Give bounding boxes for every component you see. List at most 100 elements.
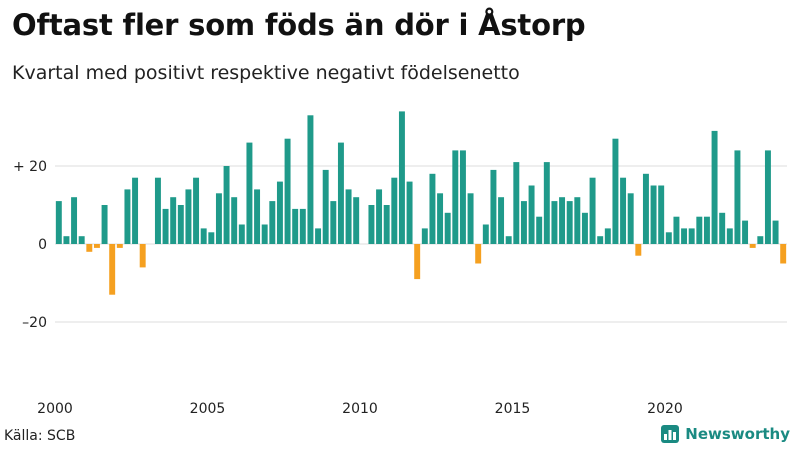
x-tick-label: 2015 bbox=[495, 401, 531, 417]
bar bbox=[170, 197, 177, 244]
x-axis-ticks: 2000 2005 2010 2015 2020 bbox=[37, 401, 683, 417]
bar bbox=[376, 189, 383, 244]
bar bbox=[307, 115, 314, 244]
bar bbox=[734, 150, 741, 244]
bar bbox=[520, 201, 527, 244]
bar bbox=[238, 224, 245, 244]
bar bbox=[185, 189, 192, 244]
bar bbox=[429, 173, 436, 244]
chart-title: Oftast fler som föds än dör i Åstorp bbox=[12, 8, 586, 42]
bar bbox=[597, 236, 604, 244]
bar bbox=[581, 212, 588, 244]
gridlines bbox=[55, 165, 787, 323]
bar bbox=[193, 177, 200, 244]
bar bbox=[475, 244, 482, 264]
bar bbox=[642, 173, 649, 244]
bar bbox=[543, 162, 550, 244]
bar bbox=[345, 189, 352, 244]
bar bbox=[261, 224, 268, 244]
bar bbox=[505, 236, 512, 244]
y-tick-label: + 20 bbox=[13, 159, 47, 175]
bar bbox=[276, 181, 283, 244]
bar bbox=[315, 228, 322, 244]
bar bbox=[200, 228, 207, 244]
bar bbox=[162, 208, 169, 244]
bar bbox=[757, 236, 764, 244]
bar bbox=[208, 232, 215, 244]
bar bbox=[398, 111, 405, 245]
bar bbox=[231, 197, 238, 244]
bar-chart-icon bbox=[661, 425, 680, 443]
bar bbox=[559, 197, 566, 244]
bar bbox=[650, 185, 657, 244]
bar bbox=[452, 150, 459, 244]
bar bbox=[574, 197, 581, 244]
bar bbox=[681, 228, 688, 244]
y-tick-label: 0 bbox=[38, 237, 47, 253]
bar bbox=[284, 138, 291, 244]
bar bbox=[116, 244, 123, 248]
bar bbox=[459, 150, 466, 244]
bar bbox=[215, 193, 222, 244]
bar bbox=[139, 244, 146, 268]
bar bbox=[177, 205, 184, 244]
bar bbox=[627, 193, 634, 244]
bar bbox=[124, 189, 131, 244]
bar bbox=[749, 244, 756, 248]
bar bbox=[330, 201, 337, 244]
bar bbox=[498, 197, 505, 244]
bar bbox=[444, 212, 451, 244]
bar bbox=[292, 208, 299, 244]
bar bbox=[620, 177, 627, 244]
bar bbox=[467, 193, 474, 244]
bar bbox=[551, 201, 558, 244]
bar bbox=[246, 142, 253, 244]
bar bbox=[696, 216, 703, 244]
brand-name: Newsworthy bbox=[685, 425, 790, 443]
bar bbox=[55, 201, 62, 244]
bar bbox=[383, 205, 390, 244]
bar bbox=[78, 236, 85, 244]
bar bbox=[490, 169, 497, 244]
bar bbox=[414, 244, 421, 280]
bar bbox=[368, 205, 375, 244]
bar bbox=[665, 232, 672, 244]
bar bbox=[688, 228, 695, 244]
x-tick-label: 2010 bbox=[342, 401, 378, 417]
bar bbox=[299, 208, 306, 244]
bar bbox=[528, 185, 535, 244]
chart-subtitle: Kvartal med positivt respektive negativt… bbox=[12, 62, 520, 84]
bars bbox=[55, 111, 787, 295]
newsworthy-logo[interactable]: Newsworthy bbox=[661, 425, 790, 443]
bar bbox=[437, 193, 444, 244]
bar bbox=[772, 220, 779, 244]
bar bbox=[635, 244, 642, 256]
bar bbox=[719, 212, 726, 244]
x-tick-label: 2020 bbox=[647, 401, 683, 417]
bar bbox=[101, 205, 108, 244]
bar bbox=[536, 216, 543, 244]
x-tick-label: 2000 bbox=[37, 401, 73, 417]
bar bbox=[93, 244, 100, 248]
bar bbox=[513, 162, 520, 244]
bar bbox=[86, 244, 93, 252]
bar bbox=[254, 189, 261, 244]
bar bbox=[604, 228, 611, 244]
y-axis-ticks: + 20 0 –20 bbox=[13, 159, 47, 331]
bar bbox=[269, 201, 276, 244]
bar bbox=[353, 197, 360, 244]
bar bbox=[780, 244, 787, 264]
bar bbox=[764, 150, 771, 244]
bar bbox=[391, 177, 398, 244]
bar bbox=[154, 177, 161, 244]
x-tick-label: 2005 bbox=[190, 401, 226, 417]
bar bbox=[63, 236, 70, 244]
bar bbox=[421, 228, 428, 244]
bar bbox=[589, 177, 596, 244]
bar bbox=[566, 201, 573, 244]
bar bbox=[742, 220, 749, 244]
bar bbox=[703, 216, 710, 244]
bar bbox=[337, 142, 344, 244]
y-tick-label: –20 bbox=[22, 315, 47, 331]
